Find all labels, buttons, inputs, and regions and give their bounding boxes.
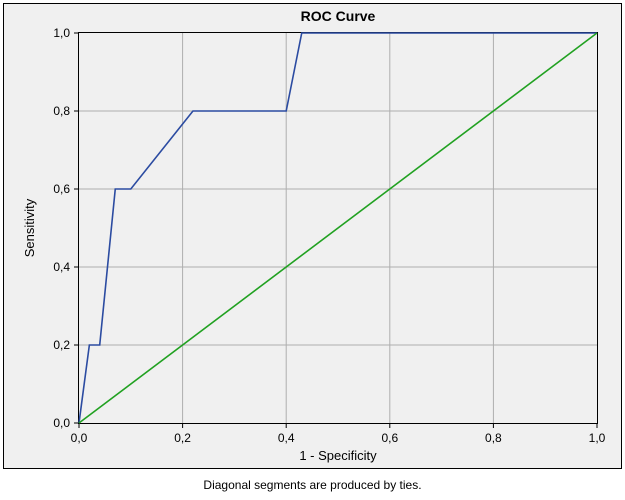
y-tick-label: 0,4 [53,260,70,274]
plot-svg [0,0,625,500]
y-axis-label: Sensitivity [22,32,37,424]
x-tick-label: 0,0 [71,431,88,445]
x-tick-label: 0,2 [174,431,191,445]
series-diagonal [79,33,597,423]
x-tick-label: 0,4 [278,431,295,445]
y-tick-label: 0,6 [53,182,70,196]
x-axis-label: 1 - Specificity [78,448,598,463]
x-tick-label: 1,0 [589,431,606,445]
y-tick-label: 1,0 [53,26,70,40]
y-tick-label: 0,0 [53,416,70,430]
y-tick-label: 0,8 [53,104,70,118]
chart-caption: Diagonal segments are produced by ties. [0,478,625,492]
x-tick-label: 0,6 [381,431,398,445]
y-tick-label: 0,2 [53,338,70,352]
x-tick-label: 0,8 [485,431,502,445]
